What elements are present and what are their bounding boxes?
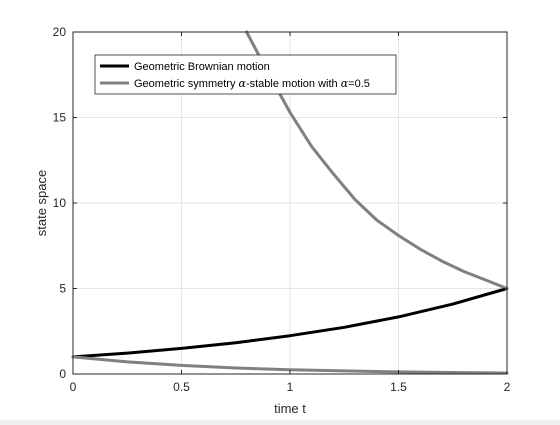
- x-tick-label: 2: [504, 380, 511, 394]
- y-tick-labels: 0 5 10 15 20: [53, 25, 67, 381]
- alpha-symbol-2: α: [341, 77, 349, 90]
- legend-box: [94, 54, 397, 95]
- alpha-symbol: α: [239, 77, 247, 90]
- x-tick-label: 0.5: [173, 380, 190, 394]
- y-tick-label: 5: [59, 282, 66, 296]
- y-tick-label: 20: [53, 25, 67, 39]
- y-tick-label: 15: [53, 111, 67, 125]
- y-tick-label: 0: [59, 367, 66, 381]
- series-line-stable-upper: [245, 30, 509, 290]
- x-tick-label: 1.5: [390, 380, 407, 394]
- legend-label-stable-middle: -stable motion with: [246, 78, 341, 90]
- x-tick-label: 1: [287, 380, 294, 394]
- y-axis-label: state space: [34, 170, 49, 237]
- series-layer: [71, 30, 509, 375]
- series-line-gbm: [71, 287, 509, 359]
- x-tick-labels: 0 0.5 1 1.5 2: [70, 380, 511, 394]
- legend-label-stable-suffix: =0.5: [348, 78, 370, 90]
- x-tick-label: 0: [70, 380, 77, 394]
- y-tick-label: 10: [53, 196, 67, 210]
- series-line-stable-lower: [71, 355, 509, 375]
- legend-label-gbm: Geometric Brownian motion: [134, 61, 270, 73]
- legend-label-stable-prefix: Geometric symmetry: [134, 78, 239, 90]
- x-axis-label: time t: [274, 401, 306, 416]
- ticks: [72, 31, 508, 375]
- legend-label-stable: Geometric symmetry α-stable motion with …: [134, 77, 370, 90]
- legend: Geometric Brownian motion Geometric symm…: [94, 54, 397, 95]
